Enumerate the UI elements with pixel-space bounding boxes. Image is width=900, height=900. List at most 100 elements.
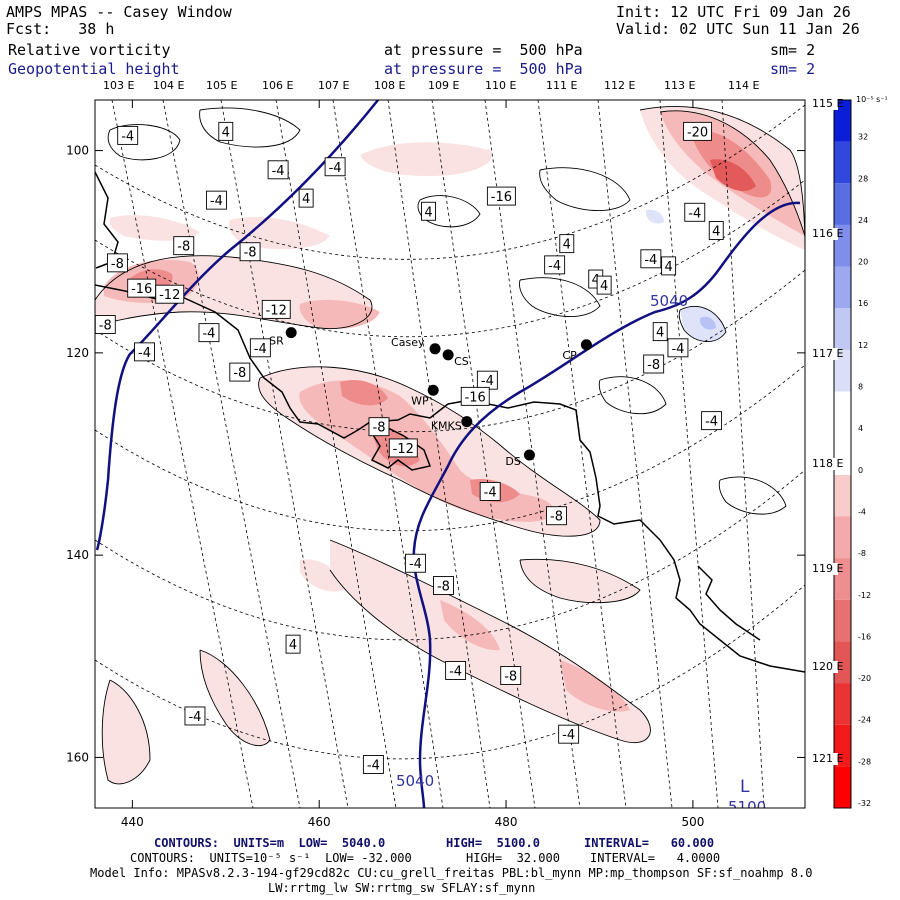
colorbar-tick-label: -20	[858, 674, 871, 683]
footer-vort-contours: CONTOURS: UNITS=10⁻⁵ s⁻¹ LOW= -32.000	[130, 851, 412, 865]
colorbar-tick-label: 16	[858, 299, 868, 308]
colorbar-segment	[834, 683, 851, 725]
vort-label-box	[640, 249, 662, 269]
header-init-time: Init: 12 UTC Fri 09 Jan 26	[616, 3, 851, 21]
vort-label: -4	[484, 485, 497, 500]
vort-label: -8	[647, 358, 660, 373]
lat-label-118e: 118 E	[812, 457, 843, 470]
meridian-104	[162, 100, 301, 808]
lon-label-106e: 106 E	[262, 79, 294, 92]
vort-label-box	[388, 438, 418, 458]
station-dot-casey	[429, 343, 441, 355]
y-tick-label: 160	[66, 750, 89, 764]
vort-label: -4	[705, 415, 718, 430]
y-tick-label: 100	[66, 144, 89, 158]
colorbar-tick-label: 20	[858, 258, 868, 267]
vort-label: 4	[592, 273, 600, 288]
vort-label-box	[558, 724, 580, 744]
footer-vort-interval: INTERVAL= 4.0000	[590, 851, 721, 865]
header-title: AMPS MPAS -- Casey Window	[6, 3, 232, 21]
vort-label-box	[445, 661, 467, 680]
vort-label-box	[134, 342, 155, 362]
colorbar-outline	[833, 99, 852, 809]
station-label-kmks: KMKS	[431, 420, 462, 433]
colorbar-tick-label: -4	[858, 507, 866, 516]
vort-contour-10	[519, 277, 601, 317]
vort-label-box	[652, 322, 668, 342]
vort-label: -16	[465, 390, 486, 405]
vort-label: -8	[373, 421, 386, 436]
vort-label: 4	[563, 238, 571, 253]
shade-patch-north-a	[109, 215, 200, 241]
shade-core-north-central	[299, 299, 380, 329]
field1-smoothing: sm= 2	[770, 41, 816, 59]
lon-label-105e: 105 E	[206, 79, 238, 92]
colorbar-segment	[834, 100, 851, 142]
footer-model-info: Model Info: MPASv8.2.3-194-gf29cd82c CU:…	[90, 866, 813, 880]
vort-label: -8	[177, 240, 190, 255]
footer-height-interval: INTERVAL= 60.000	[584, 836, 715, 850]
lat-label-bg	[808, 458, 838, 470]
vort-contour-6	[107, 124, 181, 161]
shade-core-southeast	[560, 660, 630, 712]
parallel-b	[95, 179, 805, 338]
vort-label: -4	[409, 557, 422, 572]
colorbar-tick-label: -8	[858, 549, 866, 558]
meridian-103	[111, 100, 254, 808]
vort-label-box	[298, 188, 314, 208]
vort-label: -4	[254, 342, 267, 357]
station-label-ds: DS	[505, 455, 520, 468]
meridian-112	[597, 100, 673, 808]
footer-model-info-2: LW:rrtmg_lw SW:rrtmg_sw SFLAY:sf_mynn	[268, 881, 536, 895]
colorbar-segment	[834, 599, 851, 642]
colorbar-segment	[834, 516, 851, 559]
field2-smoothing: sm= 2	[770, 60, 816, 78]
colorbar-tick-label: -24	[858, 716, 871, 725]
vort-label-box	[362, 755, 384, 774]
meridian-113	[659, 100, 719, 808]
colorbar-segment	[834, 433, 851, 475]
shade-patch-north-b	[228, 216, 330, 250]
footer-height-contours: CONTOURS: UNITS=m LOW= 5040.0	[154, 836, 386, 850]
colorbar-units: 10⁻⁵ s⁻¹	[856, 95, 888, 104]
vort-label: -8	[111, 257, 124, 272]
vort-label: -4	[548, 259, 561, 274]
vort-label-box	[184, 706, 206, 726]
vort-label-box	[285, 634, 301, 654]
station-dot-wp	[427, 384, 439, 396]
x-tick-label: 460	[308, 815, 331, 829]
lon-label-111e: 111 E	[546, 79, 578, 92]
vort-contour-13	[101, 679, 151, 785]
colorbar-segment	[834, 224, 851, 267]
vort-label-box	[559, 234, 575, 254]
geopotential-height-contours	[95, 100, 801, 808]
lon-label-110e: 110 E	[485, 79, 517, 92]
coast-east-inlet	[697, 565, 761, 641]
station-label-sr: SR	[269, 335, 284, 348]
height-label-5040-south: 5040	[396, 772, 434, 790]
station-dot-cs	[442, 349, 454, 361]
map-frame	[94, 99, 806, 809]
colorbar: 10⁻⁵ s⁻¹ 32 28 24 20 16 12 8 4 0 -4 -8 -12 -16 -20 -24…	[833, 95, 888, 809]
lat-label-bg	[808, 98, 838, 110]
colorbar-segment	[834, 641, 851, 684]
height-labels: 5040 5040 5100 L	[396, 292, 766, 816]
colorbar-segment	[834, 266, 851, 309]
vort-label-box	[479, 481, 501, 501]
vort-label: -4	[644, 253, 657, 268]
station-dot-ds	[523, 449, 535, 461]
vort-label-box	[239, 242, 261, 262]
vort-label: -20	[687, 125, 708, 140]
shade-core-coast	[299, 380, 554, 522]
colorbar-tick-label: -12	[858, 591, 871, 600]
y-tick-label: 120	[66, 346, 89, 360]
vort-contour-2	[258, 366, 601, 537]
vort-label: 4	[424, 205, 432, 220]
vort-contour-4	[659, 110, 805, 237]
shade-patch-south-b	[200, 650, 270, 746]
vort-contour-8	[417, 195, 481, 228]
lat-label-120e: 120 E	[812, 660, 843, 673]
vort-label: -8	[99, 319, 112, 334]
height-label-5100: 5100	[728, 798, 766, 816]
